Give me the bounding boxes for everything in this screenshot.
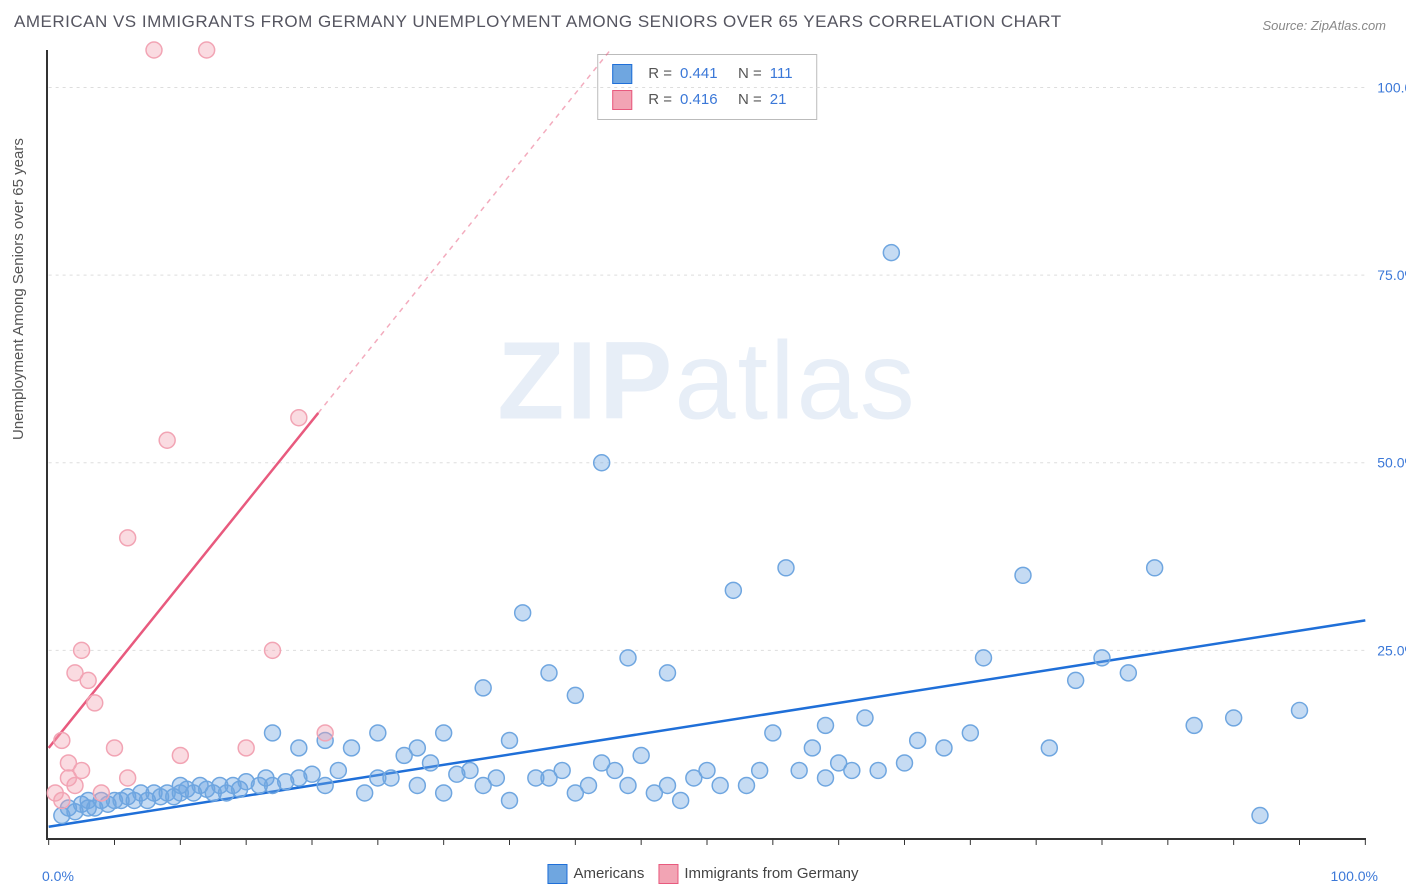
point-germany [74,762,90,778]
point-americans [436,785,452,801]
point-americans [844,762,860,778]
point-americans [936,740,952,756]
point-germany [54,732,70,748]
point-germany [67,777,83,793]
point-americans [752,762,768,778]
point-germany [107,740,123,756]
point-americans [304,766,320,782]
legend-swatch-germany [658,864,678,884]
point-germany [93,785,109,801]
y-tick-label: 50.0% [1377,455,1406,471]
point-americans [423,755,439,771]
point-americans [409,777,425,793]
point-americans [962,725,978,741]
legend-swatch-americans [547,864,567,884]
y-tick-label: 75.0% [1377,267,1406,283]
point-americans [515,605,531,621]
point-germany [74,642,90,658]
point-germany [80,672,96,688]
point-americans [502,792,518,808]
point-americans [673,792,689,808]
point-germany [120,770,136,786]
point-germany [172,747,188,763]
point-americans [291,740,307,756]
point-americans [804,740,820,756]
point-americans [462,762,478,778]
point-americans [660,665,676,681]
point-americans [541,665,557,681]
point-americans [883,245,899,261]
point-americans [607,762,623,778]
point-americans [818,770,834,786]
point-americans [633,747,649,763]
point-germany [120,530,136,546]
point-germany [87,695,103,711]
point-americans [910,732,926,748]
point-germany [146,42,162,58]
point-americans [765,725,781,741]
point-americans [409,740,425,756]
point-americans [1226,710,1242,726]
point-germany [159,432,175,448]
point-germany [238,740,254,756]
legend-item-germany: Immigrants from Germany [658,864,858,884]
point-americans [567,687,583,703]
point-americans [857,710,873,726]
legend-label-americans: Americans [573,865,644,882]
point-americans [791,762,807,778]
point-americans [344,740,360,756]
point-americans [1068,672,1084,688]
point-americans [699,762,715,778]
point-americans [383,770,399,786]
point-americans [475,680,491,696]
point-germany [199,42,215,58]
point-germany [317,725,333,741]
point-americans [317,777,333,793]
point-americans [778,560,794,576]
y-tick-label: 100.0% [1377,80,1406,96]
x-axis-max-label: 100.0% [1331,868,1378,884]
point-americans [1252,808,1268,824]
point-germany [291,410,307,426]
point-americans [897,755,913,771]
point-americans [1186,717,1202,733]
y-axis-label: Unemployment Among Seniors over 65 years [10,138,27,440]
point-americans [1120,665,1136,681]
point-americans [554,762,570,778]
point-americans [660,777,676,793]
point-americans [1094,650,1110,666]
point-americans [357,785,373,801]
point-americans [1041,740,1057,756]
point-americans [581,777,597,793]
point-americans [620,650,636,666]
point-americans [725,582,741,598]
point-americans [1147,560,1163,576]
y-tick-label: 25.0% [1377,642,1406,658]
point-americans [712,777,728,793]
point-americans [1015,567,1031,583]
point-americans [502,732,518,748]
point-americans [370,725,386,741]
point-americans [818,717,834,733]
point-americans [976,650,992,666]
point-germany [54,792,70,808]
chart-title: AMERICAN VS IMMIGRANTS FROM GERMANY UNEM… [14,12,1062,32]
legend-item-americans: Americans [547,864,644,884]
source-attribution: Source: ZipAtlas.com [1262,18,1386,33]
point-germany [265,642,281,658]
point-americans [870,762,886,778]
point-americans [330,762,346,778]
series-legend: Americans Immigrants from Germany [547,864,858,884]
point-americans [739,777,755,793]
point-americans [488,770,504,786]
point-americans [436,725,452,741]
point-americans [265,725,281,741]
x-axis-min-label: 0.0% [42,868,74,884]
point-americans [620,777,636,793]
point-americans [1292,702,1308,718]
point-americans [594,455,610,471]
legend-label-germany: Immigrants from Germany [684,865,858,882]
plot-area: ZIPatlas R = 0.441 N = 111 R = 0.416 N =… [46,50,1366,840]
chart-svg: 25.0%50.0%75.0%100.0% [48,50,1366,838]
